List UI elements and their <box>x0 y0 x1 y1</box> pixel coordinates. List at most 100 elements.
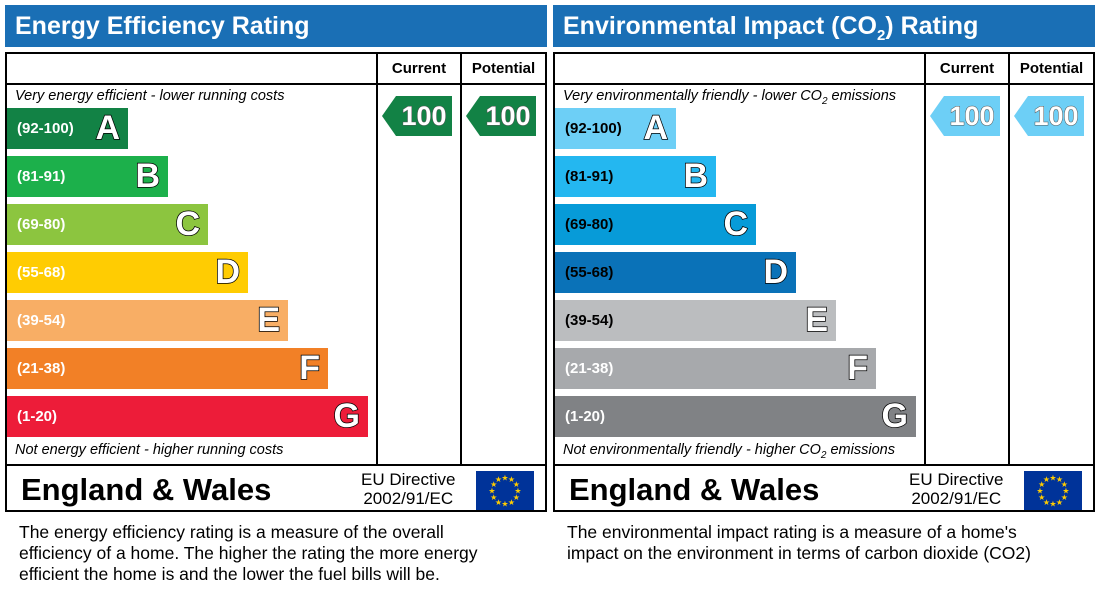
top-caption: Very energy efficient - lower running co… <box>15 88 285 104</box>
description: The energy efficiency rating is a measur… <box>19 522 478 585</box>
star-icon: ★ <box>1049 474 1056 483</box>
band-d: (55-68) D <box>7 252 248 293</box>
band-e: (39-54) E <box>7 300 288 341</box>
band-range-label: (81-91) <box>17 168 66 185</box>
arrow-shape <box>1014 96 1084 136</box>
star-icon: ★ <box>501 474 508 483</box>
band-letter: E <box>805 300 829 340</box>
band-b: (81-91) B <box>7 156 168 197</box>
eu-stars-icon: ★★★★★★★★★ ★ ★★ <box>1036 474 1069 509</box>
potential-column-header: Potential <box>1019 60 1084 77</box>
band-letter: D <box>763 252 789 292</box>
potential-rating-value: 100 <box>1033 101 1079 132</box>
arrow-shape <box>930 96 1000 136</box>
star-icon: ★ <box>1062 487 1069 496</box>
current-rating-arrow: 100 <box>382 96 452 136</box>
band-range-label: (1-20) <box>565 408 606 425</box>
star-icon: ★ <box>1043 475 1050 484</box>
band-c: (69-80) C <box>7 204 208 245</box>
description-line: efficient the home is and the lower the … <box>19 564 440 584</box>
directive-line: 2002/91/EC <box>363 489 454 508</box>
band-letter: C <box>723 204 749 244</box>
band-letter: A <box>643 108 669 148</box>
description-line: The environmental impact rating is a mea… <box>567 522 1017 542</box>
band-range-label: (55-68) <box>17 264 66 281</box>
caption-text: Not environmentally friendly - higher CO <box>563 442 821 458</box>
star-icon: ★ <box>513 493 520 502</box>
description-line: efficiency of a home. The higher the rat… <box>19 543 478 563</box>
band-letter: C <box>175 204 201 244</box>
arrow-shape <box>466 96 536 136</box>
eu-flag-icon: ★ ★ ★ ★ ★ ★ ★ ★ ★ ★ ★ ★ <box>1024 471 1082 510</box>
region-label: England & Wales <box>21 472 272 507</box>
band-range-label: (55-68) <box>565 264 614 281</box>
column-divider <box>376 54 378 464</box>
energy-efficiency-panel: Energy Efficiency Rating Current Potenti… <box>5 5 547 584</box>
panel-title: Energy Efficiency Rating <box>5 5 547 47</box>
panel-title: Environmental Impact (CO2) Rating <box>553 5 1095 47</box>
band-letter: G <box>333 396 361 436</box>
directive-line: EU Directive <box>361 470 456 489</box>
star-icon: ★ <box>513 480 520 489</box>
directive-label: EU Directive 2002/91/EC <box>909 470 1003 508</box>
title-text: Energy Efficiency Rating <box>15 12 310 40</box>
potential-rating-value: 100 <box>485 101 531 132</box>
footer-row: England & Wales EU Directive 2002/91/EC … <box>7 464 545 512</box>
band-b: (81-91) B <box>555 156 716 197</box>
description-line: impact on the environment in terms of ca… <box>567 543 1031 563</box>
star-icon: ★ <box>488 487 495 496</box>
caption-subscript: 2 <box>821 95 828 107</box>
star-icon: ★ <box>1061 493 1068 502</box>
footer-row: England & Wales EU Directive 2002/91/EC … <box>555 464 1093 512</box>
header-row <box>7 54 545 85</box>
column-divider <box>1008 54 1010 464</box>
title-subscript: 2 <box>876 27 886 44</box>
region-label: England & Wales <box>569 472 820 507</box>
star-icon: ★ <box>514 487 521 496</box>
star-icon: ★ <box>1038 493 1045 502</box>
header-row <box>555 54 1093 85</box>
band-letter: A <box>95 108 121 148</box>
band-range-label: (1-20) <box>17 408 58 425</box>
band-g: (1-20) G <box>555 396 916 437</box>
band-letter: F <box>298 348 320 388</box>
current-column-header: Current <box>391 60 447 77</box>
star-icon: ★ <box>495 475 502 484</box>
band-range-label: (92-100) <box>17 120 74 137</box>
band-range-label: (69-80) <box>17 216 66 233</box>
column-divider <box>924 54 926 464</box>
current-rating-value: 100 <box>949 101 995 132</box>
band-e: (39-54) E <box>555 300 836 341</box>
chart-box: Current Potential Very environmentally f… <box>553 52 1095 512</box>
band-f: (21-38) F <box>7 348 328 389</box>
description: The environmental impact rating is a mea… <box>567 522 1031 564</box>
directive-label: EU Directive 2002/91/EC <box>361 470 455 508</box>
eu-stars-icon: ★★★★★★★★★ ★ ★★ <box>488 474 521 509</box>
top-caption: Very environmentally friendly - lower CO… <box>563 88 896 107</box>
star-icon: ★ <box>490 480 497 489</box>
star-icon: ★ <box>1049 500 1056 509</box>
band-letter: B <box>683 156 709 196</box>
caption-text: Very environmentally friendly - lower CO <box>563 88 822 104</box>
current-rating-arrow: 100 <box>930 96 1000 136</box>
band-letter: G <box>881 396 909 436</box>
star-icon: ★ <box>508 475 515 484</box>
bottom-caption: Not energy efficient - higher running co… <box>15 442 284 458</box>
star-icon: ★ <box>495 498 502 507</box>
caption-text-end: emissions <box>826 442 895 458</box>
description-line: The energy efficiency rating is a measur… <box>19 522 444 542</box>
band-g: (1-20) G <box>7 396 368 437</box>
directive-line: 2002/91/EC <box>911 489 1002 508</box>
potential-rating-arrow: 100 <box>466 96 536 136</box>
band-f: (21-38) F <box>555 348 876 389</box>
band-range-label: (39-54) <box>565 312 614 329</box>
star-icon: ★ <box>1043 498 1050 507</box>
star-icon: ★ <box>1038 480 1045 489</box>
directive-line: EU Directive <box>909 470 1004 489</box>
column-divider <box>460 54 462 464</box>
band-range-label: (81-91) <box>565 168 614 185</box>
star-icon: ★ <box>1061 480 1068 489</box>
star-icon: ★ <box>501 500 508 509</box>
current-rating-value: 100 <box>401 101 447 132</box>
bottom-caption: Not environmentally friendly - higher CO… <box>563 442 895 461</box>
